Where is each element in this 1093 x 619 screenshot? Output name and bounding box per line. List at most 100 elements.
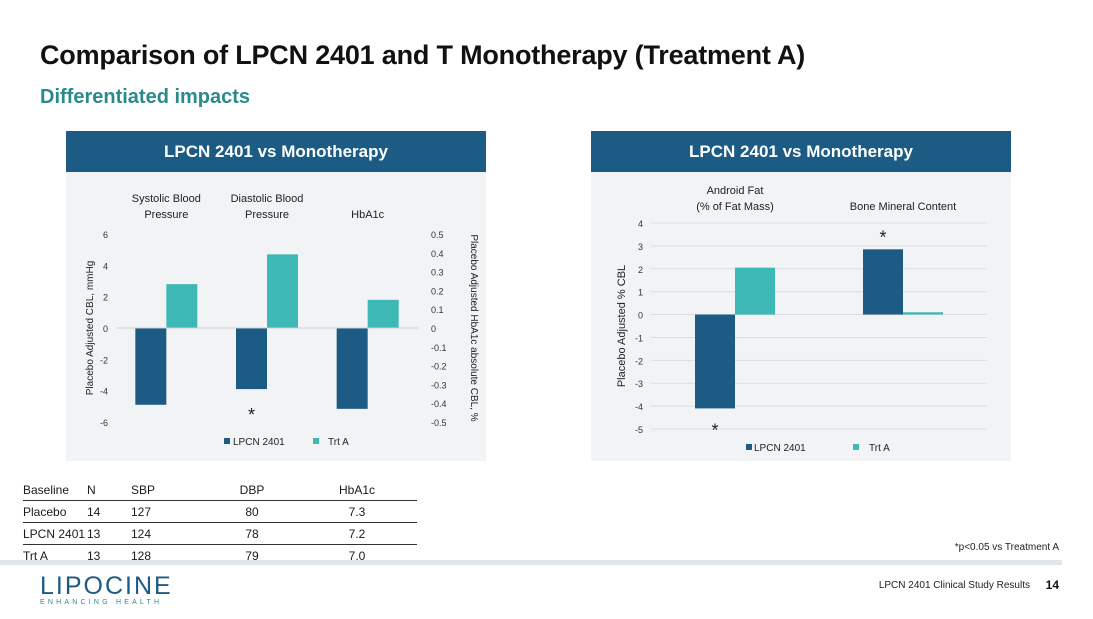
table-cell: 127 xyxy=(131,504,152,519)
category-label: Pressure xyxy=(144,209,188,221)
y-right-tick-label: 0.4 xyxy=(431,249,444,259)
y-tick-label: -1 xyxy=(635,333,643,343)
bar-lpcn-2401 xyxy=(236,328,267,390)
y-right-tick-label: 0.3 xyxy=(431,268,444,278)
bar-trt-a xyxy=(367,299,399,328)
table-header-cell: SBP xyxy=(131,482,156,497)
y-tick-label: 4 xyxy=(103,261,108,271)
table-row: Placebo 14 127 80 7.3 xyxy=(23,501,417,523)
y-right-tick-label: 0 xyxy=(431,324,436,334)
table-header-row: Baseline N SBP DBP HbA1c xyxy=(23,479,417,501)
bar-trt-a xyxy=(903,312,943,315)
y-tick-label: 6 xyxy=(103,230,108,240)
chart-left: 6 4 2 0 -2 -4 -6 0.5 0.4 0.3 0.2 0.1 0 -0.1 -0.2 -0.3 -0… xyxy=(85,193,479,448)
y-tick-label: -5 xyxy=(635,425,643,435)
panel-title-right: LPCN 2401 vs Monotherapy xyxy=(591,131,1011,172)
y-tick-label: 0 xyxy=(638,311,643,321)
table-cell: 128 xyxy=(131,548,152,563)
legend-label: LPCN 2401 xyxy=(754,443,806,454)
category-label: (% of Fat Mass) xyxy=(696,201,774,213)
table-cell: 14 xyxy=(87,504,101,519)
legend-swatch-lpcn-2401 xyxy=(746,444,752,450)
table-row: LPCN 2401 13 124 78 7.2 xyxy=(23,523,417,545)
footer-text: LPCN 2401 Clinical Study Results xyxy=(878,580,1030,591)
y-tick-label: 2 xyxy=(103,293,108,303)
category-label: HbA1c xyxy=(351,209,385,221)
legend-swatch-lpcn-2401 xyxy=(224,438,230,444)
table-header-cell: N xyxy=(87,482,96,497)
page-subtitle: Differentiated impacts xyxy=(40,86,251,108)
y-tick-label: -2 xyxy=(635,356,643,366)
logo-tagline: ENHANCING HEALTH xyxy=(40,599,163,606)
bar-lpcn-2401 xyxy=(863,249,903,315)
legend-label: Trt A xyxy=(328,437,349,448)
bar-trt-a xyxy=(267,254,298,328)
bar-lpcn-2401 xyxy=(336,328,368,409)
company-logo: LIPOCINE ENHANCING HEALTH xyxy=(40,572,173,606)
baseline-table: Baseline N SBP DBP HbA1c Placebo 14 127 … xyxy=(23,479,417,566)
category-label: Bone Mineral Content xyxy=(850,201,956,213)
y-axis-label: Placebo Adjusted CBL, mmHg xyxy=(85,261,96,396)
page-number: 14 xyxy=(1045,578,1059,592)
legend-label: Trt A xyxy=(869,443,890,454)
y-tick-label: 4 xyxy=(638,219,643,229)
table-row: Trt A 13 128 79 7.0 xyxy=(23,545,417,566)
table-cell: 7.3 xyxy=(348,504,366,519)
significance-marker: * xyxy=(711,420,718,440)
table-cell: 79 xyxy=(245,548,259,563)
chart-panel-left: LPCN 2401 vs Monotherapy 6 4 2 0 -2 -4 -6 0.5 0.… xyxy=(66,131,486,461)
y-right-tick-label: -0.5 xyxy=(431,418,447,428)
y-right-tick-label: -0.1 xyxy=(431,343,447,353)
table-header-cell: Baseline xyxy=(23,482,70,497)
table-cell: LPCN 2401 xyxy=(23,526,86,541)
y-right-tick-label: 0.1 xyxy=(431,305,444,315)
y-tick-label: 1 xyxy=(638,288,643,298)
legend-swatch-trt-a xyxy=(313,438,319,444)
page-title: Comparison of LPCN 2401 and T Monotherap… xyxy=(40,40,806,70)
y-axis-label-right: Placebo Adjusted HbA1c absolute CBL, % xyxy=(468,234,479,421)
table-header-cell: DBP xyxy=(239,482,265,497)
panel-title-left: LPCN 2401 vs Monotherapy xyxy=(66,131,486,172)
legend-label: LPCN 2401 xyxy=(233,437,285,448)
y-tick-label: -3 xyxy=(635,379,643,389)
y-right-tick-label: -0.2 xyxy=(431,362,447,372)
bar-lpcn-2401 xyxy=(135,328,167,405)
y-tick-label: -2 xyxy=(100,355,108,365)
y-tick-label: -4 xyxy=(100,387,108,397)
category-label: Diastolic Blood xyxy=(231,193,304,205)
y-tick-label: 3 xyxy=(638,242,643,252)
table-cell: 7.0 xyxy=(348,548,366,563)
table-cell: 124 xyxy=(131,526,152,541)
category-label: Android Fat xyxy=(707,185,764,197)
table-header-cell: HbA1c xyxy=(338,482,376,497)
y-right-tick-label: -0.4 xyxy=(431,399,447,409)
bar-trt-a xyxy=(166,284,198,328)
table-cell: Trt A xyxy=(23,548,48,563)
table-cell: 80 xyxy=(245,504,259,519)
y-tick-label: -4 xyxy=(635,402,643,412)
bar-trt-a xyxy=(735,267,775,315)
significance-marker: * xyxy=(879,227,886,247)
y-tick-label: 2 xyxy=(638,265,643,275)
footnote: *p<0.05 vs Treatment A xyxy=(954,542,1059,553)
legend-swatch-trt-a xyxy=(853,444,859,450)
y-tick-label: 0 xyxy=(103,324,108,334)
significance-marker: * xyxy=(248,405,255,425)
chart-panel-right: LPCN 2401 vs Monotherapy 4 3 2 1 0 -1 -2 -3 -4 -5… xyxy=(591,131,1011,461)
table-cell: 78 xyxy=(245,526,259,541)
category-label: Systolic Blood xyxy=(132,193,201,205)
category-label: Pressure xyxy=(245,209,289,221)
table-cell: 13 xyxy=(87,548,101,563)
bar-lpcn-2401 xyxy=(695,314,735,409)
table-cell: 7.2 xyxy=(348,526,366,541)
y-right-tick-label: -0.3 xyxy=(431,380,447,390)
table-cell: Placebo xyxy=(23,504,67,519)
logo-wordmark: LIPOCINE xyxy=(40,572,173,600)
footer-divider xyxy=(0,560,1062,565)
y-right-tick-label: 0.5 xyxy=(431,230,444,240)
y-axis-label: Placebo Adjusted % CBL xyxy=(616,265,628,387)
y-right-tick-label: 0.2 xyxy=(431,286,444,296)
chart-right: 4 3 2 1 0 -1 -2 -3 -4 -5 Placebo Adjusted % CBL And… xyxy=(616,185,987,454)
table-cell: 13 xyxy=(87,526,101,541)
y-tick-label: -6 xyxy=(100,418,108,428)
